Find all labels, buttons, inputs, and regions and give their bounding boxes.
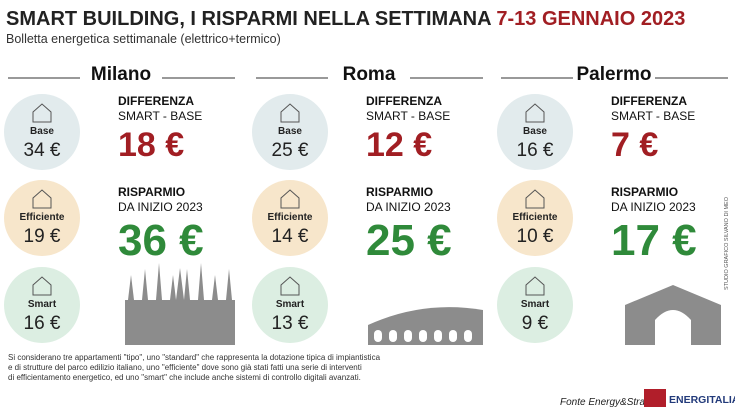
house-icon	[32, 103, 52, 123]
risp-title: RISPARMIO	[118, 185, 185, 199]
apartment-cost: 13 €	[272, 313, 309, 334]
risp-sub: DA INIZIO 2023	[366, 200, 451, 214]
apartment-circle	[4, 180, 80, 256]
risp-title: RISPARMIO	[366, 185, 433, 199]
apartment-cost: 9 €	[522, 313, 549, 334]
building-spire	[170, 275, 176, 300]
subtitle: Bolletta energetica settimanale (elettri…	[6, 32, 281, 46]
building-arch	[449, 330, 457, 342]
apartment-cost: 16 €	[517, 140, 554, 161]
building	[125, 300, 235, 345]
risp-value: 36 €	[118, 216, 204, 265]
house-icon	[280, 189, 300, 209]
title: SMART BUILDING, I RISPARMI NELLA SETTIMA…	[6, 8, 685, 30]
apartment-circle	[252, 94, 328, 170]
note-line: e di strutture del parco edilizio italia…	[8, 363, 362, 372]
diff-value: 7 €	[611, 126, 658, 164]
house-icon	[32, 189, 52, 209]
apartment-cost: 19 €	[24, 226, 61, 247]
risp-value: 17 €	[611, 216, 697, 265]
building-spire	[226, 269, 232, 300]
building-arch	[404, 330, 412, 342]
apartment-circle	[497, 267, 573, 343]
apartment-label: Base	[278, 126, 302, 137]
apartment-circle	[497, 180, 573, 256]
diff-sub: SMART - BASE	[611, 109, 695, 123]
source: Fonte Energy&Strategy	[560, 397, 665, 408]
building-spire	[212, 275, 218, 300]
diff-value: 12 €	[366, 126, 432, 164]
apartment-cost: 14 €	[272, 226, 309, 247]
city-name: Roma	[343, 64, 396, 85]
credit: STUDIO GRAFICO SILVANO DI MEO	[724, 196, 730, 290]
building-spire	[156, 263, 162, 300]
city-panel: Roma Base 25 € Efficiente 14 € Smart 13 € DIFFE…	[252, 64, 483, 345]
apartment-label: Efficiente	[267, 212, 312, 223]
building-spire	[128, 275, 134, 300]
note-line: Si considerano tre appartamenti "tipo", …	[8, 353, 381, 362]
building-spire	[198, 263, 204, 300]
house-icon	[32, 276, 52, 296]
diff-value: 18 €	[118, 126, 184, 164]
house-icon	[525, 276, 545, 296]
city-panel: Milano Base 34 € Efficiente 19 € Smart 16 € DIF…	[4, 64, 235, 345]
apartment-circle	[497, 94, 573, 170]
apartment-label: Efficiente	[512, 212, 557, 223]
city-panel: Palermo Base 16 € Efficiente 10 € Smart 9 € DIF…	[497, 64, 728, 345]
building-spire	[184, 269, 190, 300]
title-date: 7-13 GENNAIO 2023	[496, 8, 685, 30]
apartment-label: Smart	[521, 299, 550, 310]
logo-mark	[644, 389, 666, 407]
building	[625, 285, 721, 345]
city-name: Palermo	[577, 64, 652, 85]
city-name: Milano	[91, 64, 151, 85]
house-icon	[525, 103, 545, 123]
diff-sub: SMART - BASE	[118, 109, 202, 123]
house-icon	[525, 189, 545, 209]
building-spire	[176, 268, 184, 300]
apartment-cost: 16 €	[24, 313, 61, 334]
building-arch	[374, 330, 382, 342]
building-arch	[464, 330, 472, 342]
apartment-cost: 25 €	[272, 140, 309, 161]
apartment-circle	[4, 94, 80, 170]
apartment-circle	[4, 267, 80, 343]
apartment-circle	[252, 180, 328, 256]
risp-title: RISPARMIO	[611, 185, 678, 199]
apartment-cost: 34 €	[24, 140, 61, 161]
logo: ENERGITALIA	[669, 394, 735, 406]
building-spire	[142, 269, 148, 300]
house-icon	[280, 103, 300, 123]
note-line: di efficientamento energetico, ed uno "s…	[8, 373, 361, 382]
apartment-label: Efficiente	[19, 212, 64, 223]
house-icon	[280, 276, 300, 296]
risp-sub: DA INIZIO 2023	[611, 200, 696, 214]
apartment-circle	[252, 267, 328, 343]
apartment-cost: 10 €	[517, 226, 554, 247]
building-arch	[434, 330, 442, 342]
building-arch	[389, 330, 397, 342]
apartment-label: Smart	[28, 299, 57, 310]
apartment-label: Smart	[276, 299, 305, 310]
title-text: SMART BUILDING, I RISPARMI NELLA SETTIMA…	[6, 8, 491, 30]
diff-title: DIFFERENZA	[118, 94, 194, 108]
diff-sub: SMART - BASE	[366, 109, 450, 123]
diff-title: DIFFERENZA	[366, 94, 442, 108]
apartment-label: Base	[523, 126, 547, 137]
risp-value: 25 €	[366, 216, 452, 265]
risp-sub: DA INIZIO 2023	[118, 200, 203, 214]
building-arch	[419, 330, 427, 342]
apartment-label: Base	[30, 126, 54, 137]
diff-title: DIFFERENZA	[611, 94, 687, 108]
